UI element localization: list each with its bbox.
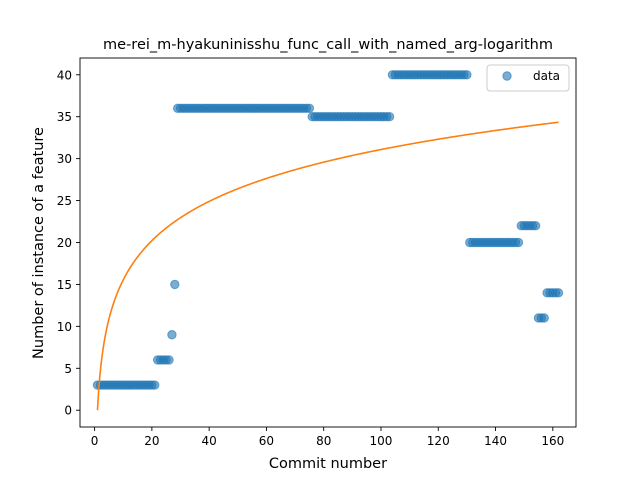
x-tick-label: 0 (91, 434, 99, 448)
data-point (167, 330, 177, 340)
data-point (150, 380, 160, 390)
x-tick-label: 100 (370, 434, 393, 448)
chart-title: me-rei_m-hyakuninisshu_func_call_with_na… (103, 37, 553, 53)
x-tick-label: 60 (259, 434, 274, 448)
fit-line (96, 121, 559, 411)
data-point (304, 103, 315, 114)
y-tick-label: 40 (57, 68, 72, 82)
axes: 0 20 40 60 80 100 120 140 160 0 5 10 15 20 25 30 35 40 (57, 57, 577, 448)
data-point (530, 221, 541, 231)
y-tick-label: 10 (57, 320, 72, 334)
x-tick-label: 20 (144, 434, 159, 448)
x-tick-label: 140 (484, 434, 507, 448)
data-point (384, 112, 395, 122)
y-axis-label: Number of instance of a feature (31, 127, 47, 359)
data-point (539, 313, 549, 323)
x-tick-label: 80 (316, 434, 331, 448)
data-point (462, 70, 472, 80)
data-point (553, 288, 564, 298)
y-tick-label: 5 (64, 362, 72, 376)
y-tick-label: 15 (57, 278, 72, 292)
x-axis-label: Commit number (269, 456, 387, 472)
x-tick-label: 160 (541, 434, 564, 448)
legend: data (486, 64, 570, 92)
legend-label: data (533, 69, 560, 83)
y-tick-label: 35 (57, 110, 72, 124)
y-tick-label: 20 (57, 236, 72, 250)
plot-area (92, 70, 564, 411)
y-tick-label: 25 (57, 194, 72, 208)
y-tick-label: 30 (57, 152, 72, 166)
x-tick-label: 120 (427, 434, 450, 448)
data-point (170, 279, 180, 290)
data-point (513, 237, 524, 248)
legend-marker (502, 71, 512, 81)
data-point (164, 355, 174, 365)
x-tick-label: 40 (202, 434, 217, 448)
y-tick-label: 0 (64, 404, 72, 418)
